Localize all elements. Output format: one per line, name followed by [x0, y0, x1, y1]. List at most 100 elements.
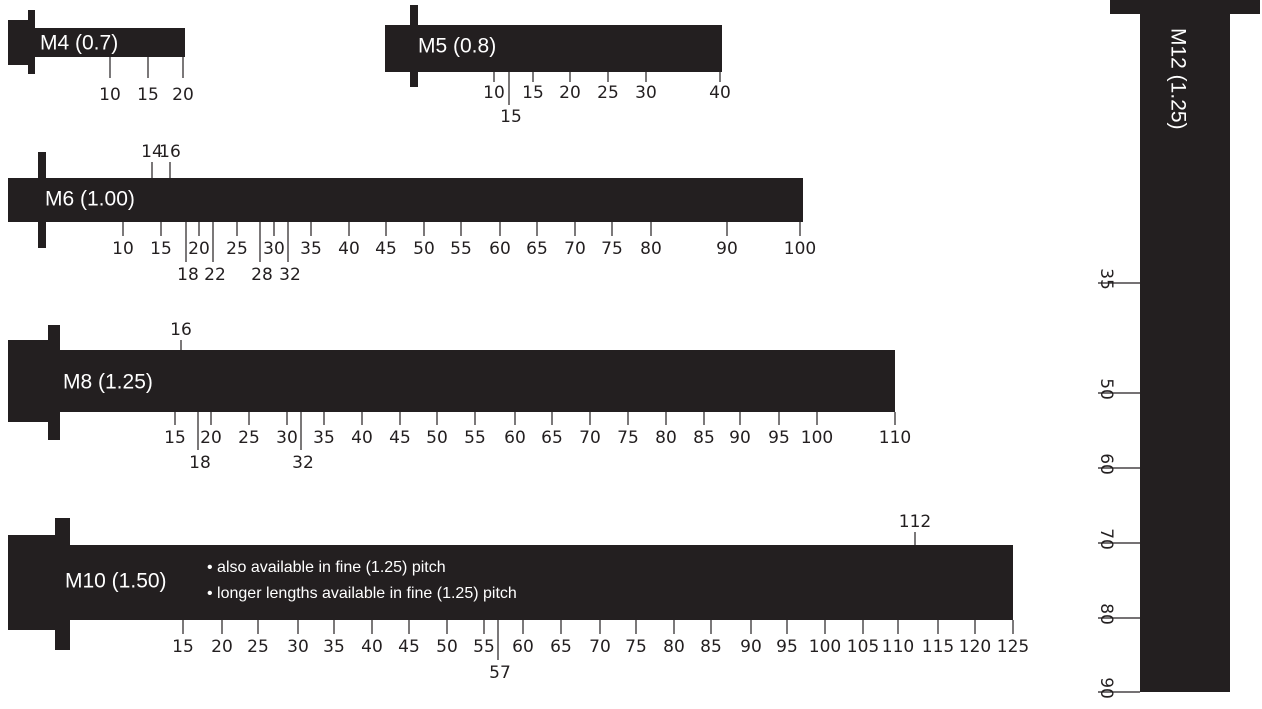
tick-label: 15	[137, 85, 159, 105]
tick-label: 22	[204, 265, 226, 285]
tick-label: 65	[550, 637, 572, 657]
bolt-label: M10 (1.50)	[65, 570, 167, 593]
tick-label: 25	[238, 428, 260, 448]
bolt-m5	[385, 5, 722, 87]
tick-label: 70	[589, 637, 611, 657]
tick-label: 28	[251, 265, 273, 285]
tick-label: 15	[500, 107, 522, 127]
tick-label: 10	[483, 83, 505, 103]
bolt-label: M6 (1.00)	[45, 188, 135, 211]
tick-label: 85	[700, 637, 722, 657]
tick-label: 80	[663, 637, 685, 657]
tick-label: 35	[300, 239, 322, 259]
tick-label: 40	[361, 637, 383, 657]
tick-label: 45	[375, 239, 397, 259]
tick-label: 32	[279, 265, 301, 285]
tick-label: 30	[287, 637, 309, 657]
tick-label: 15	[172, 637, 194, 657]
note: • longer lengths available in fine (1.25…	[207, 585, 517, 602]
tick-label: 115	[922, 637, 954, 657]
tick-label: 70	[564, 239, 586, 259]
tick-label: 125	[997, 637, 1029, 657]
tick-label: 45	[389, 428, 411, 448]
tick-label: 16	[159, 142, 181, 162]
tick-label: 50	[426, 428, 448, 448]
tick-label: 57	[489, 663, 511, 683]
tick-label: 20	[188, 239, 210, 259]
note: • also available in fine (1.25) pitch	[207, 559, 446, 576]
tick-label: 20	[200, 428, 222, 448]
tick-label: 60	[504, 428, 526, 448]
tick-label: 25	[247, 637, 269, 657]
tick-label: 18	[177, 265, 199, 285]
tick-label: 70	[1096, 528, 1116, 550]
bolt-m10	[8, 518, 1013, 650]
bolt-m8	[8, 325, 895, 440]
tick-label: 15	[150, 239, 172, 259]
bolt-m12	[1110, 0, 1260, 692]
tick-label: 30	[263, 239, 285, 259]
tick-label: 60	[489, 239, 511, 259]
tick-label: 112	[899, 512, 931, 532]
tick-label: 20	[172, 85, 194, 105]
tick-label: 90	[729, 428, 751, 448]
tick-label: 55	[473, 637, 495, 657]
tick-label: 30	[635, 83, 657, 103]
tick-label: 50	[1096, 378, 1116, 400]
tick-label: 20	[559, 83, 581, 103]
tick-label: 90	[740, 637, 762, 657]
tick-label: 35	[1096, 268, 1116, 290]
tick-label: 10	[112, 239, 134, 259]
tick-label: 32	[292, 453, 314, 473]
tick-label: 95	[768, 428, 790, 448]
tick-label: 40	[709, 83, 731, 103]
tick-label: 100	[784, 239, 816, 259]
tick-label: 35	[313, 428, 335, 448]
tick-label: 25	[226, 239, 248, 259]
bolt-label: M8 (1.25)	[63, 371, 153, 394]
tick-label: 16	[170, 320, 192, 340]
tick-label: 60	[1096, 453, 1116, 475]
tick-label: 65	[526, 239, 548, 259]
tick-label: 75	[625, 637, 647, 657]
tick-label: 120	[959, 637, 991, 657]
tick-label: 30	[276, 428, 298, 448]
tick-label: 35	[323, 637, 345, 657]
tick-label: 15	[522, 83, 544, 103]
tick-label: 25	[597, 83, 619, 103]
tick-label: 105	[847, 637, 879, 657]
tick-label: 60	[512, 637, 534, 657]
tick-label: 80	[1096, 603, 1116, 625]
tick-label: 55	[450, 239, 472, 259]
tick-label: 75	[617, 428, 639, 448]
tick-label: 70	[579, 428, 601, 448]
tick-label: 95	[776, 637, 798, 657]
tick-label: 90	[1096, 677, 1116, 699]
tick-label: 80	[655, 428, 677, 448]
tick-label: 20	[211, 637, 233, 657]
tick-label: 85	[693, 428, 715, 448]
tick-label: 100	[809, 637, 841, 657]
tick-label: 55	[464, 428, 486, 448]
tick-label: 100	[801, 428, 833, 448]
tick-label: 50	[436, 637, 458, 657]
bolt-m6	[8, 152, 803, 248]
tick-label: 110	[882, 637, 914, 657]
tick-label: 45	[398, 637, 420, 657]
tick-label: 90	[716, 239, 738, 259]
tick-label: 14	[141, 142, 163, 162]
tick-label: 110	[879, 428, 911, 448]
tick-label: 65	[541, 428, 563, 448]
tick-label: 10	[99, 85, 121, 105]
bolt-label: M12 (1.25)	[1166, 28, 1189, 130]
tick-label: 18	[189, 453, 211, 473]
tick-label: 40	[338, 239, 360, 259]
bolt-label: M4 (0.7)	[40, 32, 118, 55]
tick-label: 75	[601, 239, 623, 259]
tick-label: 15	[164, 428, 186, 448]
tick-label: 50	[413, 239, 435, 259]
tick-label: 40	[351, 428, 373, 448]
bolt-m4	[8, 10, 185, 74]
bolt-label: M5 (0.8)	[418, 35, 496, 58]
